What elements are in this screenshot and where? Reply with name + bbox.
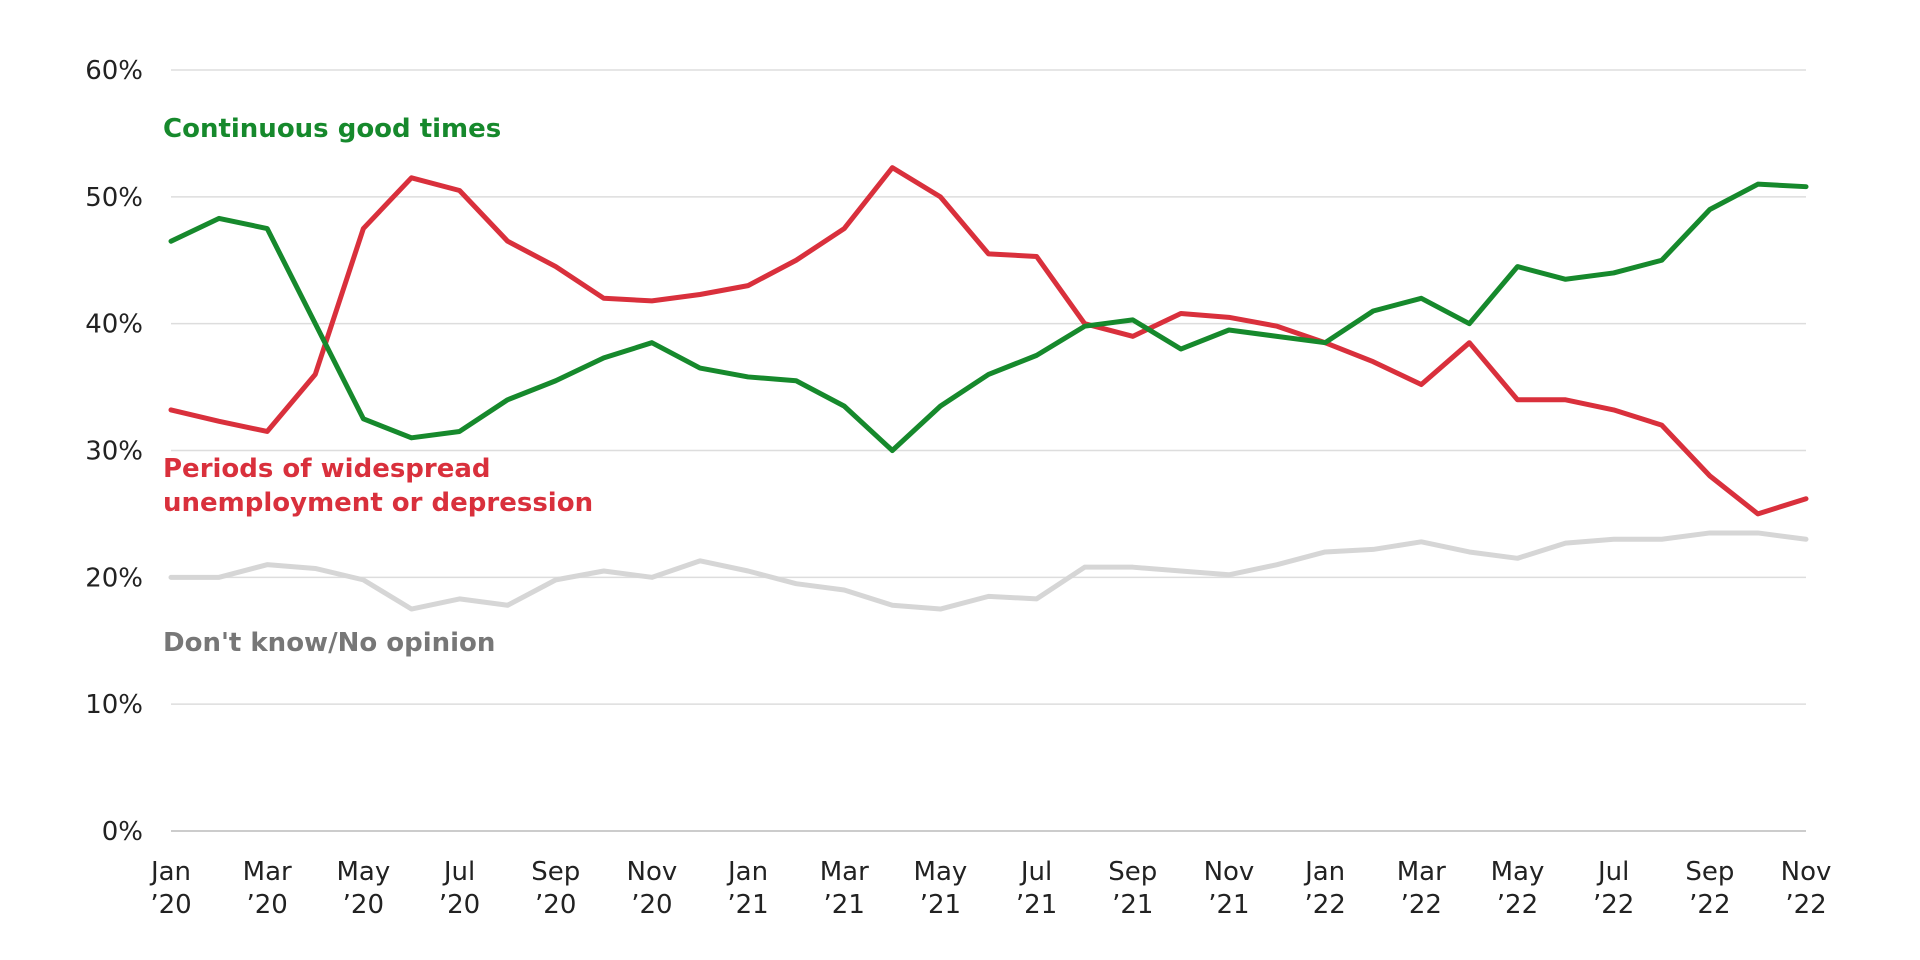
- x-tick-label-line: May: [914, 857, 968, 887]
- x-tick-label: Mar ’20: [243, 857, 292, 920]
- x-tick-label-line: ’20: [535, 890, 576, 920]
- x-tick-label: Jul ’20: [439, 857, 480, 920]
- y-tick-label: 30%: [85, 437, 143, 467]
- x-tick-label-line: ’22: [1497, 890, 1538, 920]
- x-tick-label-line: ’21: [824, 890, 865, 920]
- x-tick-label: Nov ’20: [627, 857, 678, 920]
- x-tick-label-line: ’20: [343, 890, 384, 920]
- x-tick-label-line: ’22: [1304, 890, 1345, 920]
- x-tick-label: Sep ’22: [1685, 857, 1734, 920]
- x-tick-label-line: Jul: [442, 857, 475, 887]
- x-tick-label-line: Sep: [1108, 857, 1157, 887]
- x-tick-label-line: Nov: [1781, 857, 1832, 887]
- y-tick-label: 10%: [85, 690, 143, 720]
- x-tick-label: Mar ’21: [820, 857, 869, 920]
- x-tick-label: Sep ’21: [1108, 857, 1157, 920]
- x-tick-label: May ’21: [914, 857, 968, 920]
- x-tick-label-line: Mar: [243, 857, 292, 887]
- series-line: [168, 181, 1809, 453]
- x-tick-label: Sep ’20: [531, 857, 580, 920]
- x-tick-label-line: ’21: [1016, 890, 1057, 920]
- y-tick-label: 40%: [85, 310, 143, 340]
- x-tick-label-line: ’22: [1593, 890, 1634, 920]
- series-label: Continuous good times: [163, 114, 502, 144]
- x-tick-label-line: ’21: [920, 890, 961, 920]
- x-tick-label-line: Mar: [820, 857, 869, 887]
- x-tick-label: Nov ’21: [1204, 857, 1255, 920]
- x-tick-label: Mar ’22: [1397, 857, 1446, 920]
- series-line: [168, 530, 1809, 612]
- y-tick-label: 0%: [102, 817, 143, 847]
- x-tick-label: Nov ’22: [1781, 857, 1832, 920]
- x-tick-label: May ’22: [1491, 857, 1545, 920]
- x-tick-label-line: Nov: [627, 857, 678, 887]
- x-tick-label: May ’20: [336, 857, 390, 920]
- x-tick-label: Jan ’20: [149, 857, 192, 920]
- x-tick-label: Jan ’21: [726, 857, 769, 920]
- x-tick-label-line: ’20: [439, 890, 480, 920]
- x-tick-label-line: ’21: [1112, 890, 1153, 920]
- x-tick-label-line: ’22: [1401, 890, 1442, 920]
- y-tick-label: 50%: [85, 183, 143, 213]
- x-tick-label-line: ’20: [246, 890, 287, 920]
- y-tick-label: 20%: [85, 563, 143, 593]
- y-tick-label: 60%: [85, 56, 143, 86]
- x-tick-label: Jul ’21: [1016, 857, 1057, 920]
- x-tick-label-line: ’22: [1689, 890, 1730, 920]
- x-tick-label-line: Sep: [531, 857, 580, 887]
- x-tick-label-line: Jan: [1303, 857, 1345, 887]
- x-tick-label-line: Sep: [1685, 857, 1734, 887]
- x-tick-label-line: ’21: [727, 890, 768, 920]
- x-tick-label-line: Jul: [1019, 857, 1052, 887]
- series-label: Don't know/No opinion: [163, 628, 496, 658]
- x-tick-label-line: May: [1491, 857, 1545, 887]
- x-tick-label-line: ’20: [631, 890, 672, 920]
- x-tick-label-line: Nov: [1204, 857, 1255, 887]
- x-tick-label-line: ’22: [1785, 890, 1826, 920]
- x-tick-label-line: ’20: [150, 890, 191, 920]
- x-tick-label: Jul ’22: [1593, 857, 1634, 920]
- x-tick-label-line: Mar: [1397, 857, 1446, 887]
- x-tick-label-line: ’21: [1208, 890, 1249, 920]
- x-tick-label: Jan ’22: [1303, 857, 1346, 920]
- x-tick-label-line: May: [336, 857, 390, 887]
- series-line: [168, 165, 1809, 517]
- x-tick-label-line: Jul: [1596, 857, 1629, 887]
- series-label: Periods of widespread unemployment or de…: [163, 454, 594, 518]
- x-tick-label-line: Jan: [149, 857, 191, 887]
- x-tick-label-line: Jan: [726, 857, 768, 887]
